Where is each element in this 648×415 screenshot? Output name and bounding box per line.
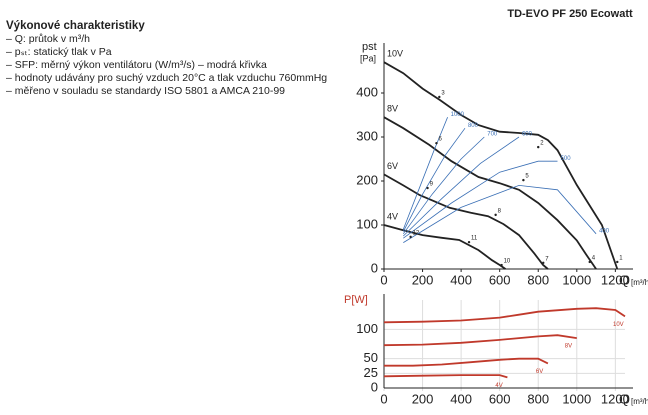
y-tick-label: 300 — [356, 128, 378, 143]
operating-point — [438, 95, 441, 99]
point-label: 3 — [441, 91, 445, 97]
x-axis-label: Q — [619, 272, 629, 287]
sfp-label: 800 — [468, 123, 479, 129]
series-line — [383, 374, 508, 379]
operating-point — [500, 263, 503, 267]
sfp-label: 400 — [599, 228, 610, 234]
note-item: – měřeno v souladu se standardy ISO 5801… — [6, 85, 286, 97]
operating-point — [537, 145, 540, 149]
operating-point — [494, 213, 497, 217]
y-axis-unit: [Pa] — [360, 53, 376, 63]
sfp-label: 1000 — [451, 112, 465, 118]
point-label: 11 — [471, 236, 478, 242]
x-tick-label: 800 — [527, 391, 549, 406]
series-line — [383, 224, 507, 270]
point-label: 8 — [498, 208, 502, 214]
operating-point — [616, 260, 619, 264]
point-label: 4 — [592, 256, 596, 262]
note-item: – pₛₜ: statický tlak v Pa — [6, 46, 112, 58]
y-tick-label: 0 — [371, 379, 378, 394]
y-tick-label: 0 — [371, 260, 378, 275]
x-tick-label: 0 — [380, 272, 387, 287]
x-tick-label: 1000 — [562, 391, 591, 406]
point-label: 9 — [430, 182, 434, 188]
series-line — [402, 117, 448, 230]
x-tick-label: 600 — [489, 272, 511, 287]
operating-point — [409, 235, 412, 239]
x-tick-label: 400 — [450, 272, 472, 287]
y-tick-label: 25 — [364, 365, 378, 380]
operating-point — [542, 261, 545, 265]
series-line — [402, 127, 466, 232]
series-line — [403, 160, 558, 239]
point-label: 12 — [413, 230, 420, 236]
series-line — [403, 136, 520, 237]
y-tick-label: 50 — [364, 350, 378, 365]
note-item: – hodnoty udávány pro suchý vzduch 20°C … — [6, 72, 328, 84]
series-line — [383, 61, 619, 270]
series-line — [383, 173, 549, 270]
point-label: 1 — [619, 256, 623, 262]
series-label: 4V — [387, 211, 398, 221]
series-label: 6V — [536, 369, 543, 375]
series-line — [402, 136, 485, 235]
series-label: 6V — [387, 161, 398, 171]
x-tick-label: 0 — [380, 391, 387, 406]
operating-point — [588, 260, 591, 264]
x-axis-unit: [m³/h] — [631, 278, 648, 287]
operating-point — [522, 178, 525, 182]
operating-point — [467, 240, 471, 244]
point-label: 10 — [504, 259, 511, 265]
x-tick-label: 600 — [489, 391, 511, 406]
x-axis-unit: [m³/h] — [631, 397, 648, 406]
x-tick-label: 800 — [527, 272, 549, 287]
series-line — [403, 184, 597, 243]
series-label: 4V — [495, 383, 502, 389]
notes: Výkonové charakteristiky – Q: průtok v m… — [6, 20, 327, 98]
series-label: 8V — [387, 104, 398, 114]
point-label: 6 — [438, 137, 442, 143]
y-axis-label: pst — [362, 41, 377, 53]
note-item: – Q: průtok v m³/h — [6, 33, 91, 45]
y-tick-label: 400 — [356, 84, 378, 99]
series-line — [384, 357, 549, 367]
note-item: – SFP: měrný výkon ventilátoru (W/m³/s) … — [6, 59, 267, 71]
y-tick-label: 100 — [356, 321, 378, 336]
sfp-label: 600 — [522, 132, 533, 138]
y-tick-label: 100 — [356, 216, 378, 231]
x-tick-label: 400 — [450, 391, 472, 406]
operating-point — [426, 186, 429, 190]
x-tick-label: 200 — [412, 391, 434, 406]
y-axis-label: P[W] — [344, 294, 368, 306]
series-line — [383, 334, 577, 347]
operating-point — [435, 141, 438, 145]
point-label: 7 — [545, 256, 549, 262]
point-label: 5 — [525, 174, 529, 180]
point-label: 2 — [540, 141, 544, 147]
x-tick-label: 200 — [412, 272, 434, 287]
chart-title: TD-EVO PF 250 Ecowatt — [507, 8, 633, 20]
series-label: 10V — [613, 322, 624, 328]
x-axis-label: Q — [619, 391, 629, 406]
x-tick-label: 1200 — [601, 272, 630, 287]
sfp-label: 700 — [487, 132, 498, 138]
series-line — [383, 116, 597, 270]
notes-title: Výkonové charakteristiky — [6, 20, 145, 32]
x-tick-label: 1000 — [562, 272, 591, 287]
series-label: 8V — [565, 344, 572, 350]
y-tick-label: 200 — [356, 172, 378, 187]
sfp-label: 500 — [561, 156, 572, 162]
series-label: 10V — [387, 49, 403, 59]
x-tick-label: 1200 — [601, 391, 630, 406]
series-line — [383, 307, 626, 324]
